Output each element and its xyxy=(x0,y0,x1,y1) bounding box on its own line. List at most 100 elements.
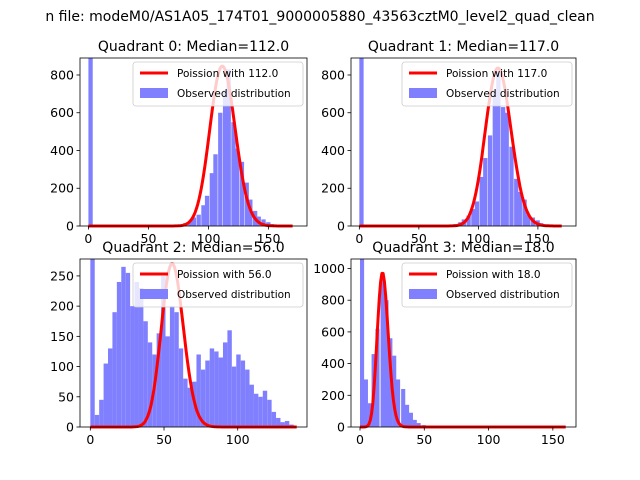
histogram-bar xyxy=(234,148,240,226)
histogram-bar xyxy=(412,419,417,427)
histogram-bar xyxy=(213,154,218,226)
histogram-bar xyxy=(267,399,272,427)
histogram-bar xyxy=(384,300,389,427)
x-tick-label: 100 xyxy=(226,432,250,447)
histogram-bar xyxy=(183,378,188,427)
histogram-bar xyxy=(501,107,506,226)
histogram-bar xyxy=(169,306,175,427)
subplot-title: Quadrant 2: Median=56.0 xyxy=(102,240,284,256)
histogram-bar xyxy=(222,90,228,226)
histogram-bar xyxy=(487,135,493,226)
histogram-bar xyxy=(517,192,522,226)
y-tick-label: 0 xyxy=(337,420,345,435)
histogram-bar xyxy=(178,348,184,427)
legend-hist-swatch xyxy=(409,289,437,299)
histogram-bar xyxy=(392,355,397,427)
y-tick-label: 200 xyxy=(50,181,74,196)
histogram-bar xyxy=(261,219,266,226)
histogram-bar xyxy=(174,312,179,427)
histogram-bar xyxy=(99,399,104,427)
legend-hist-label: Observed distribution xyxy=(177,289,291,301)
legend: Poission with 56.0 Observed distribution xyxy=(132,262,304,308)
histogram-bar xyxy=(408,412,413,427)
histogram-bar xyxy=(253,393,259,427)
histogram-bar xyxy=(196,214,201,226)
y-tick-label: 200 xyxy=(50,299,74,314)
y-tick-label: 800 xyxy=(50,67,74,82)
histogram-bar xyxy=(90,259,95,427)
x-tick-label: 0 xyxy=(356,432,364,447)
histogram-bar xyxy=(284,420,290,427)
x-tick-label: 0 xyxy=(355,231,363,246)
histogram-bar xyxy=(125,272,131,427)
x-tick-label: 50 xyxy=(411,231,427,246)
y-tick-label: 100 xyxy=(50,359,74,374)
histogram-bar xyxy=(375,328,380,427)
x-tick-label: 150 xyxy=(257,231,281,246)
histogram-bar xyxy=(200,369,206,427)
legend: Poission with 18.0 Observed distribution xyxy=(401,262,573,308)
legend-box xyxy=(401,61,573,107)
legend-box xyxy=(132,262,304,308)
histogram-bar xyxy=(249,384,254,427)
histogram-bar xyxy=(474,201,480,226)
axes-frame xyxy=(79,57,308,227)
x-tick-label: 100 xyxy=(477,432,501,447)
subplot-title: Quadrant 3: Median=18.0 xyxy=(372,240,554,256)
histogram-bar xyxy=(240,360,246,427)
histogram-bar xyxy=(396,379,401,427)
histogram-bar xyxy=(165,336,170,427)
histogram-bar xyxy=(526,214,531,226)
axes-frame xyxy=(350,258,577,428)
x-tick-label: 50 xyxy=(416,432,432,447)
y-tick-label: 800 xyxy=(321,67,345,82)
histogram-bar xyxy=(130,306,135,427)
histogram-bar xyxy=(112,312,117,427)
histogram-bar xyxy=(492,90,497,226)
legend-hist-swatch xyxy=(409,88,437,98)
histogram-bar xyxy=(116,281,122,427)
histogram-bar xyxy=(231,122,236,226)
x-tick-label: 50 xyxy=(141,231,157,246)
histogram-bar xyxy=(359,58,364,226)
histogram-bar xyxy=(509,146,514,226)
histogram-bar xyxy=(245,369,250,427)
legend-fit-label: Poission with 112.0 xyxy=(177,68,278,80)
subplot-1: Quadrant 1: Median=117.0 0 50 100 150 0 200 400… xyxy=(321,39,577,246)
subplot-0: Quadrant 0: Median=112.0 0 50 100 150 0 200 400… xyxy=(50,39,308,246)
y-tick-label: 250 xyxy=(50,268,74,283)
legend-fit-label: Poission with 117.0 xyxy=(446,68,547,80)
histogram-bar xyxy=(218,112,223,226)
histogram-bar xyxy=(188,221,193,226)
histogram-bar xyxy=(416,423,421,427)
histogram-bar xyxy=(196,354,201,427)
x-tick-label: 0 xyxy=(86,432,94,447)
histogram-bar xyxy=(471,209,476,226)
histogram-bar xyxy=(226,69,231,227)
legend-box xyxy=(132,61,304,107)
histogram-bar xyxy=(147,342,153,427)
histogram-bar xyxy=(514,178,519,226)
histogram-bar xyxy=(209,348,215,427)
y-tick-label: 150 xyxy=(50,329,74,344)
y-tick-label: 600 xyxy=(321,324,345,339)
y-tick-label: 0 xyxy=(66,219,74,234)
histogram-bar xyxy=(121,266,126,427)
histogram-bar xyxy=(218,357,223,427)
legend: Poission with 117.0 Observed distribution xyxy=(401,61,573,107)
histogram-bar xyxy=(401,388,406,427)
x-tick-label: 150 xyxy=(541,432,565,447)
histogram-bar xyxy=(360,259,365,427)
figure-suptitle: n file: modeM0/AS1A05_174T01_9000005880_… xyxy=(45,9,594,25)
histogram-bar xyxy=(201,205,206,226)
histogram-bar xyxy=(205,360,210,427)
y-tick-label: 0 xyxy=(66,420,74,435)
histogram-bar xyxy=(94,414,100,427)
histogram-bar xyxy=(258,396,263,427)
y-tick-label: 200 xyxy=(321,388,345,403)
histogram-bar xyxy=(271,411,277,427)
x-tick-label: 100 xyxy=(197,231,221,246)
axes-frame xyxy=(79,258,308,428)
x-tick-label: 100 xyxy=(466,231,490,246)
histogram-bar xyxy=(380,276,385,427)
